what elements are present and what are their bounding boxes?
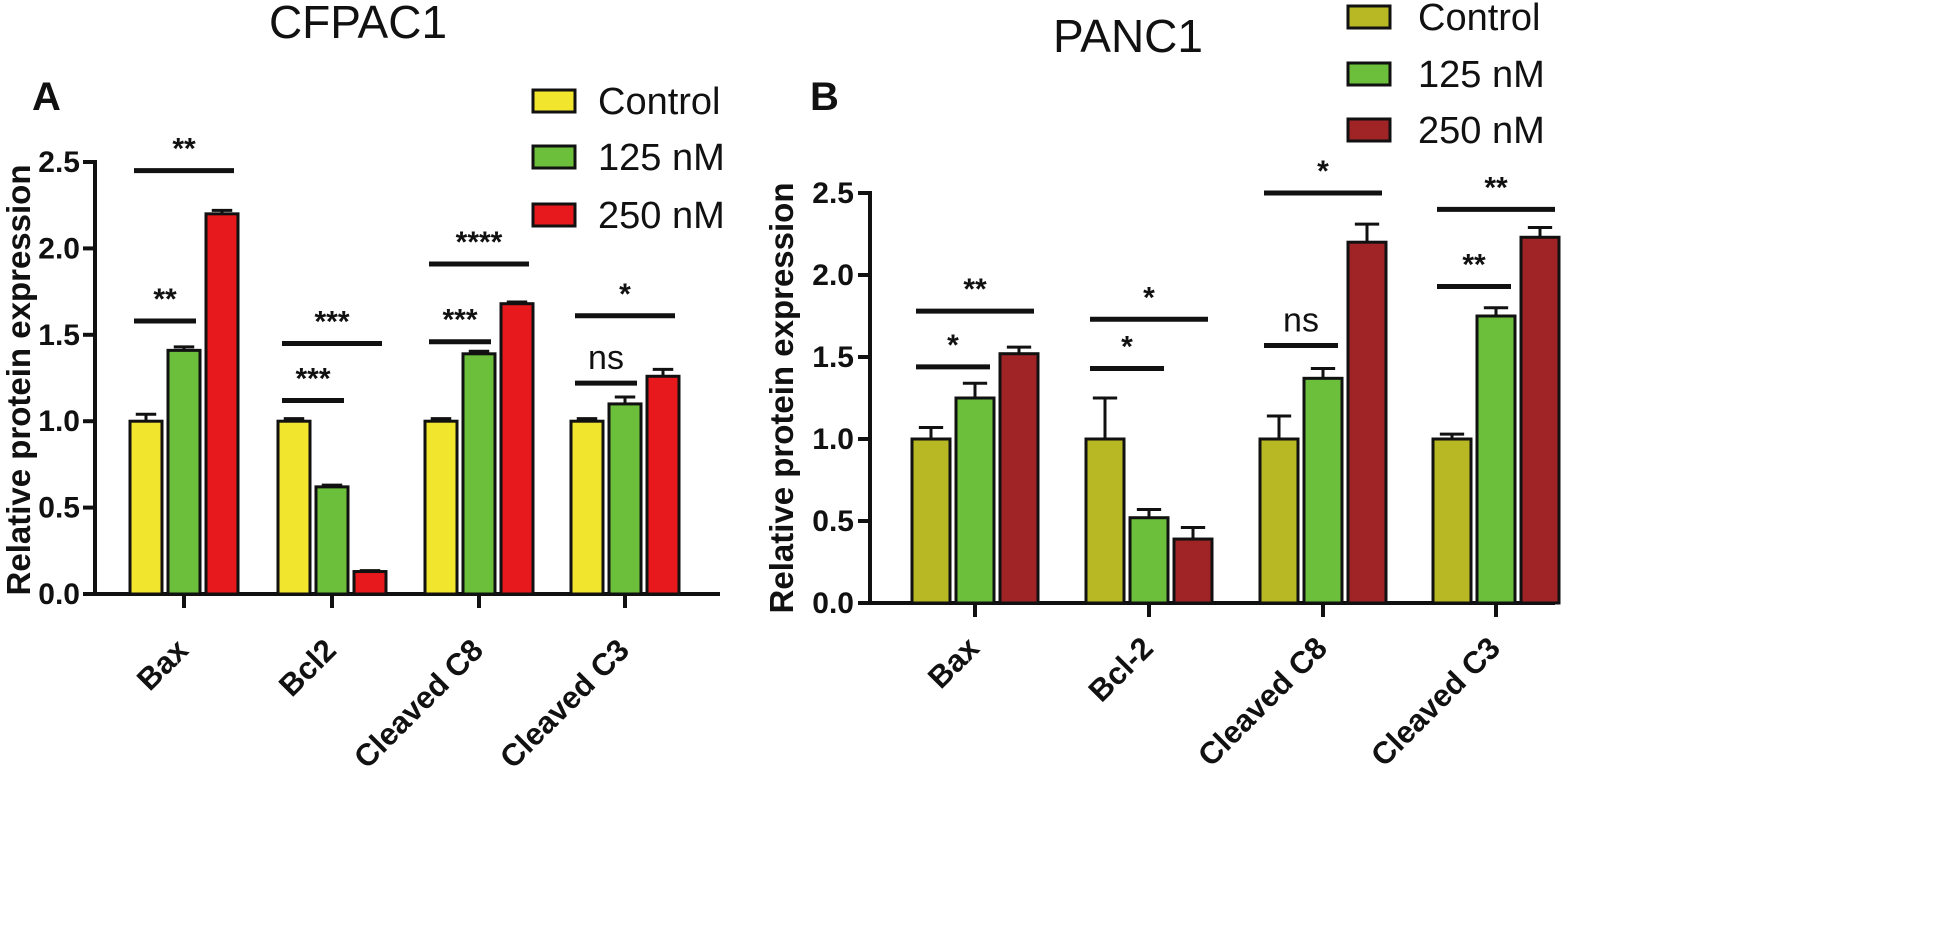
bar-125-nm (461, 352, 497, 596)
y-tick-label: 2.5 (38, 146, 80, 179)
bar-125-nm (954, 396, 996, 605)
significance-label: ** (1462, 248, 1486, 281)
bar-250-nm (645, 374, 681, 596)
bar-125-nm (1128, 516, 1170, 605)
significance-label: * (1121, 330, 1133, 363)
panel-a: CFPAC1 A Relative protein expression 0.0… (0, 0, 725, 775)
panel-a-letter: A (32, 75, 61, 119)
bar-250-nm (1519, 235, 1561, 605)
legend-label: 250 nM (1418, 110, 1545, 152)
significance-label: ** (153, 283, 177, 316)
legend-swatch (531, 144, 577, 170)
legend-swatch (531, 88, 577, 114)
significance-label: ns (1283, 302, 1319, 340)
significance-label: ** (172, 133, 196, 166)
y-tick-label: 1.5 (38, 319, 80, 352)
significance-label: * (1317, 155, 1329, 188)
bar-control (423, 419, 459, 596)
significance-label: ** (963, 273, 987, 306)
y-tick-label: 2.5 (812, 177, 854, 210)
x-tick-label: Bcl2 (272, 632, 343, 703)
significance-label: ** (1484, 171, 1508, 204)
x-tick-label: Cleaved C8 (347, 632, 490, 775)
significance-label: *** (314, 305, 349, 338)
y-tick-label: 0.5 (38, 492, 80, 525)
panel-b-plot: 0.0 0.5 1.0 1.5 2.0 2.5 Bax Bcl-2 Cleaved C8 Clea… (812, 0, 1561, 773)
bar-250-nm (499, 302, 535, 596)
legend-swatch (1346, 117, 1392, 143)
legend-label: 250 nM (598, 195, 725, 237)
legend-label: 125 nM (1418, 54, 1545, 96)
y-tick-label: 0.0 (812, 587, 854, 620)
x-tick-label: Cleaved C8 (1191, 630, 1334, 773)
x-tick-label: Cleaved C3 (493, 632, 636, 775)
bar-250-nm (352, 570, 388, 596)
bar-250-nm (998, 352, 1040, 605)
panel-a-title: CFPAC1 (269, 0, 447, 48)
bar-125-nm (166, 348, 202, 596)
panel-a-plot: 0.0 0.5 1.0 1.5 2.0 2.5 Bax Bcl2 Cleaved C8 Cleav… (38, 81, 724, 775)
significance-label: ns (588, 339, 624, 377)
bar-control (1431, 437, 1473, 605)
bar-125-nm (1475, 314, 1517, 605)
significance-label: *** (442, 304, 477, 337)
significance-label: * (947, 329, 959, 362)
bar-250-nm (204, 212, 240, 596)
significance-label: *** (295, 362, 330, 395)
legend-swatch (531, 202, 577, 228)
significance-label: * (1143, 281, 1155, 314)
legend-label: 125 nM (598, 137, 725, 179)
y-tick-label: 1.5 (812, 341, 854, 374)
significance-label: **** (456, 226, 503, 259)
panel-b-letter: B (810, 75, 839, 119)
bar-control (569, 419, 605, 596)
bar-125-nm (314, 485, 350, 596)
bar-control (910, 437, 952, 605)
bar-control (128, 419, 164, 596)
x-tick-label: Bax (921, 630, 986, 695)
panel-b: PANC1 B Relative protein expression 0.00… (763, 0, 1561, 773)
x-tick-label: Bcl-2 (1082, 630, 1160, 708)
bar-125-nm (1302, 376, 1344, 605)
panel-a-y-axis-label: Relative protein expression (0, 165, 37, 596)
panel-b-y-axis-label: Relative protein expression (763, 183, 800, 614)
bar-control (1258, 437, 1300, 605)
y-tick-label: 0.0 (38, 578, 80, 611)
x-tick-label: Cleaved C3 (1364, 630, 1507, 773)
bar-250-nm (1346, 240, 1388, 605)
bar-control (1084, 437, 1126, 605)
y-tick-label: 1.0 (812, 423, 854, 456)
bar-250-nm (1172, 537, 1214, 605)
bar-control (276, 419, 312, 596)
significance-label: * (619, 278, 631, 311)
y-tick-label: 1.0 (38, 405, 80, 438)
bar-125-nm (607, 402, 643, 596)
y-tick-label: 2.0 (38, 232, 80, 265)
legend-label: Control (598, 81, 721, 123)
legend-swatch (1346, 4, 1392, 30)
legend-label: Control (1418, 0, 1541, 39)
x-tick-label: Bax (130, 632, 195, 697)
legend-swatch (1346, 61, 1392, 87)
panel-b-title: PANC1 (1053, 10, 1203, 62)
y-tick-label: 2.0 (812, 259, 854, 292)
y-tick-label: 0.5 (812, 505, 854, 538)
